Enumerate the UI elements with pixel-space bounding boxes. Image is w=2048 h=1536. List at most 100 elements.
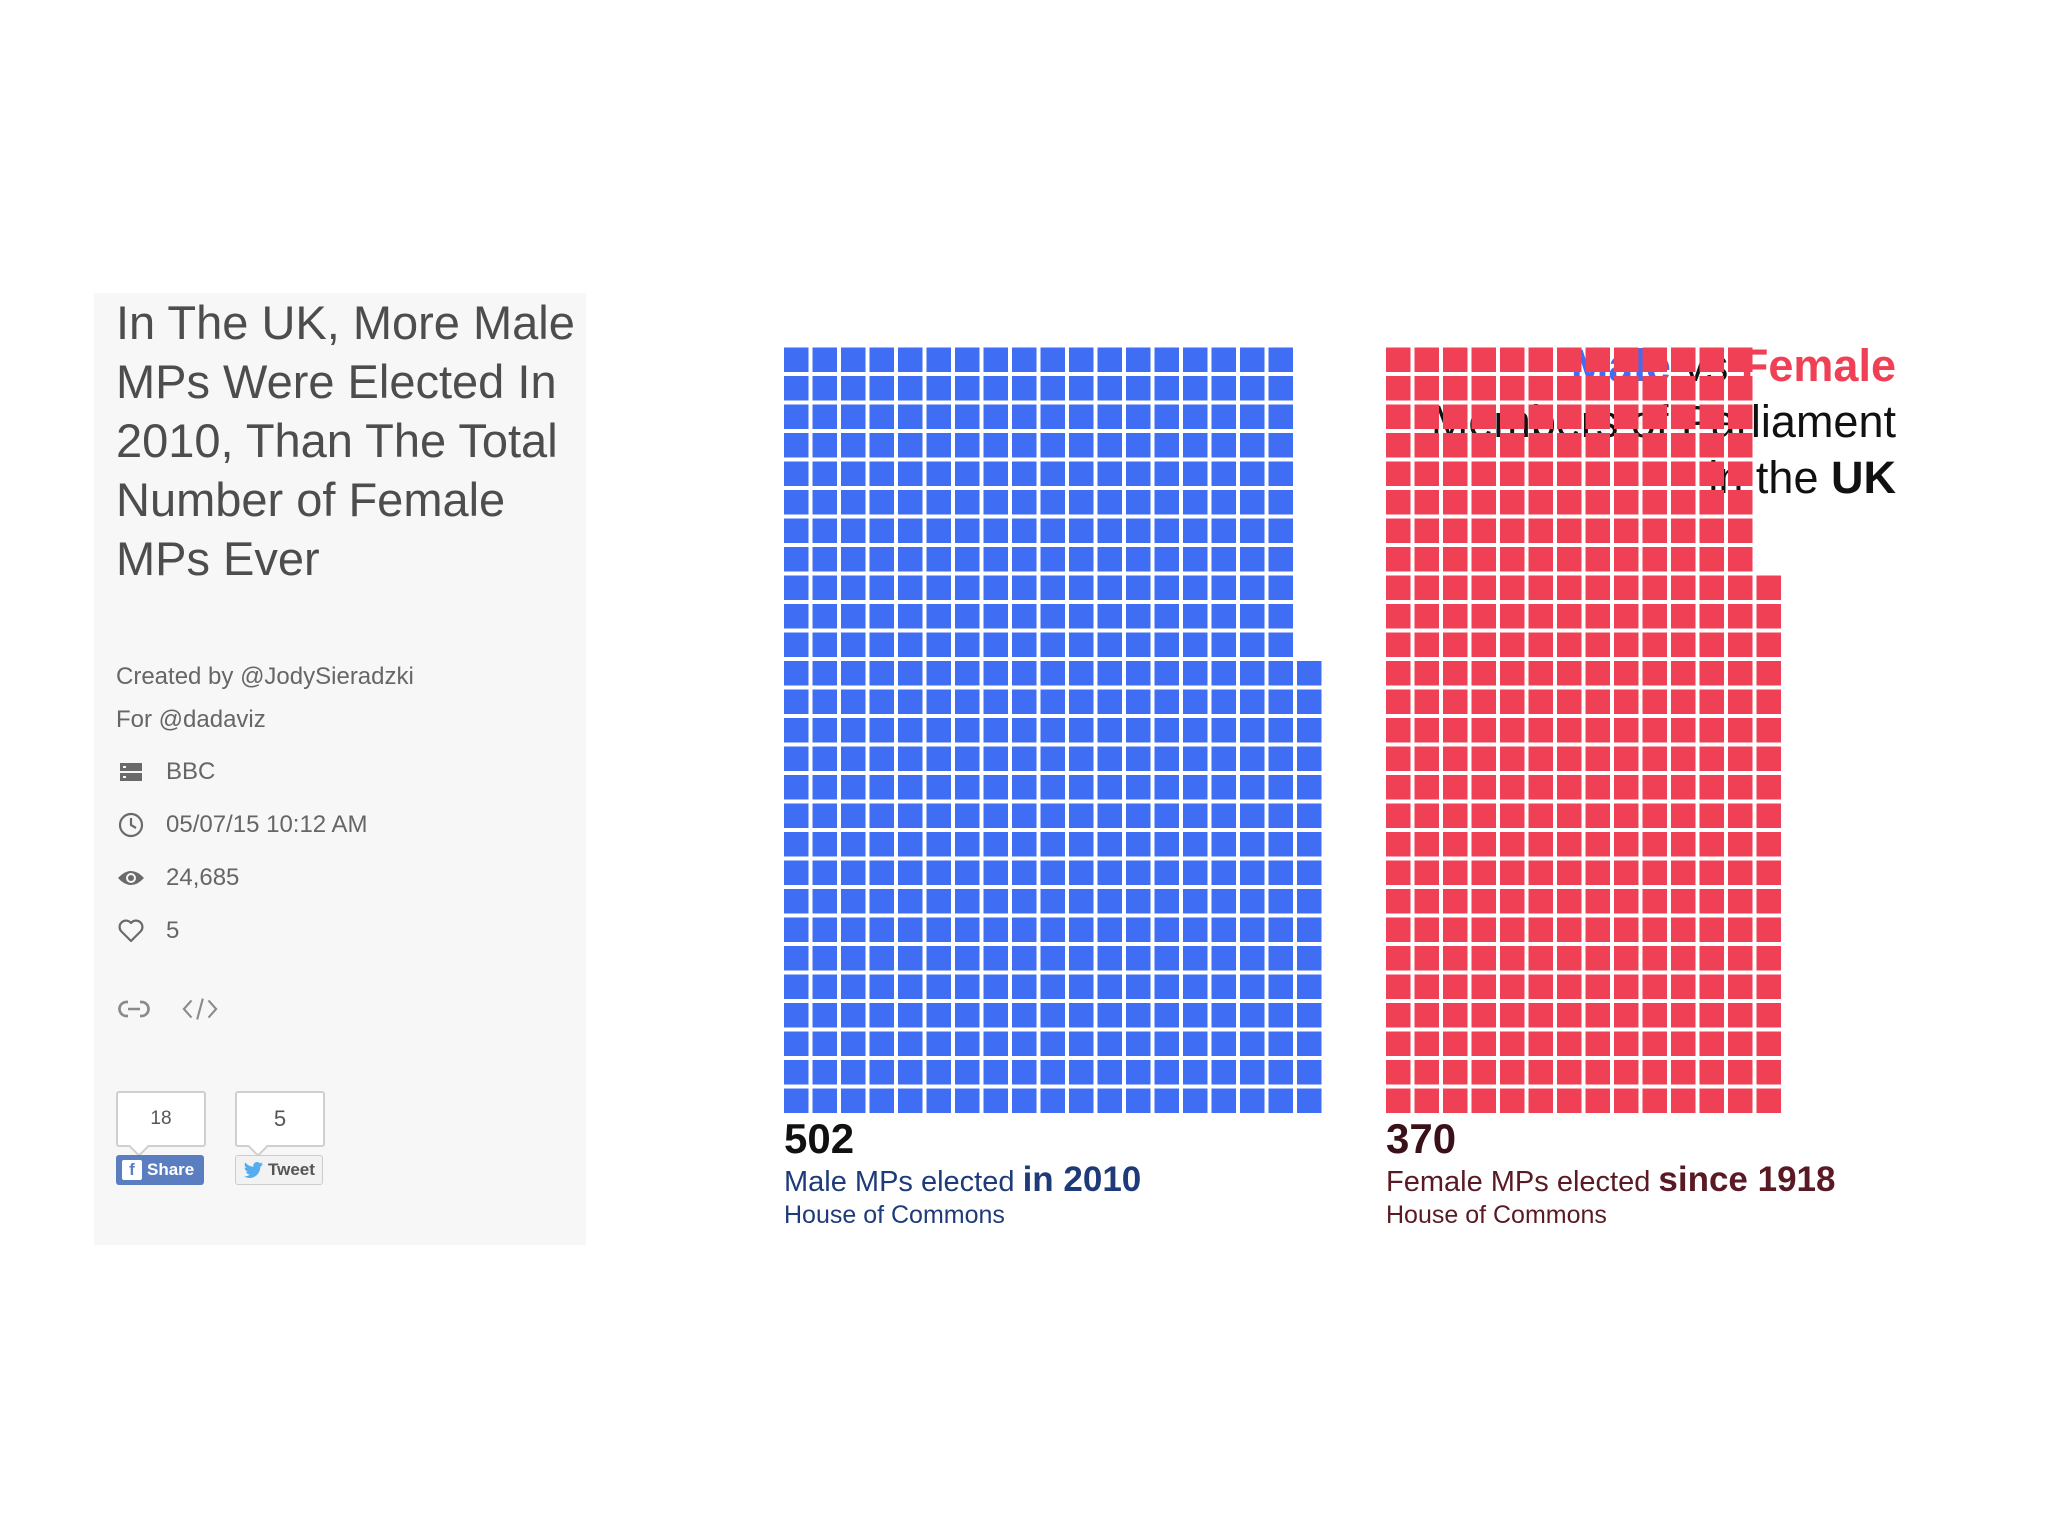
- source-row: BBC: [116, 757, 215, 787]
- facebook-share-button[interactable]: f Share: [116, 1155, 204, 1185]
- male-mp-square: [841, 575, 866, 600]
- male-mp-square: [1240, 803, 1265, 828]
- male-mp-square: [869, 518, 894, 543]
- male-mp-square: [983, 1060, 1008, 1085]
- male-mp-square: [784, 661, 809, 686]
- male-mp-square: [1240, 689, 1265, 714]
- male-waffle-grid: [784, 347, 1322, 1113]
- male-mp-square: [812, 775, 837, 800]
- male-mp-square: [1211, 1003, 1236, 1028]
- link-icon[interactable]: [116, 991, 152, 1027]
- male-mp-square: [926, 1031, 951, 1056]
- male-mp-square: [983, 1003, 1008, 1028]
- male-mp-square: [1069, 746, 1094, 771]
- female-mp-square: [1728, 1003, 1753, 1028]
- male-mp-square: [1126, 347, 1151, 372]
- male-mp-square: [1097, 917, 1122, 942]
- male-mp-square: [1240, 775, 1265, 800]
- female-mp-square: [1728, 718, 1753, 743]
- male-mp-square: [869, 1003, 894, 1028]
- female-mp-square: [1756, 746, 1781, 771]
- female-mp-square: [1614, 1060, 1639, 1085]
- code-icon[interactable]: [182, 991, 218, 1027]
- male-mp-square: [812, 689, 837, 714]
- female-mp-square: [1614, 860, 1639, 885]
- twitter-tweet-button[interactable]: Tweet: [235, 1155, 323, 1185]
- male-mp-square: [955, 718, 980, 743]
- male-mp-square: [841, 889, 866, 914]
- male-mp-square: [1211, 1060, 1236, 1085]
- male-mp-square: [1297, 832, 1322, 857]
- male-caption-bold: in 2010: [1022, 1160, 1142, 1199]
- male-mp-square: [1097, 604, 1122, 629]
- male-mp-square: [1069, 689, 1094, 714]
- male-mp-square: [955, 461, 980, 486]
- female-mp-square: [1500, 632, 1525, 657]
- male-mp-square: [1154, 1031, 1179, 1056]
- male-mp-square: [1183, 803, 1208, 828]
- female-mp-square: [1386, 1088, 1411, 1113]
- female-mp-square: [1443, 803, 1468, 828]
- female-mp-square: [1443, 632, 1468, 657]
- female-mp-square: [1528, 575, 1553, 600]
- male-mp-square: [1240, 404, 1265, 429]
- female-mp-square: [1614, 946, 1639, 971]
- female-mp-square: [1671, 661, 1696, 686]
- male-mp-square: [983, 917, 1008, 942]
- female-mp-square: [1671, 689, 1696, 714]
- male-mp-square: [1211, 974, 1236, 999]
- male-mp-square: [983, 1031, 1008, 1056]
- male-mp-square: [1069, 803, 1094, 828]
- male-mp-square: [1211, 347, 1236, 372]
- male-mp-square: [898, 689, 923, 714]
- female-mp-square: [1528, 518, 1553, 543]
- male-mp-square: [1297, 689, 1322, 714]
- male-mp-square: [1268, 376, 1293, 401]
- male-mp-square: [1040, 461, 1065, 486]
- male-mp-square: [983, 1088, 1008, 1113]
- female-mp-square: [1414, 803, 1439, 828]
- male-mp-square: [1268, 547, 1293, 572]
- male-mp-square: [1183, 1088, 1208, 1113]
- male-mp-square: [1211, 775, 1236, 800]
- male-mp-square: [955, 661, 980, 686]
- male-mp-square: [1183, 946, 1208, 971]
- female-mp-square: [1728, 1031, 1753, 1056]
- female-mp-square: [1414, 1088, 1439, 1113]
- male-mp-square: [926, 433, 951, 458]
- female-mp-square: [1557, 547, 1582, 572]
- male-mp-square: [898, 746, 923, 771]
- male-mp-square: [869, 746, 894, 771]
- male-mp-square: [1154, 974, 1179, 999]
- male-mp-square: [784, 461, 809, 486]
- female-mp-square: [1414, 689, 1439, 714]
- male-mp-square: [955, 746, 980, 771]
- male-mp-square: [898, 518, 923, 543]
- male-mp-square: [1211, 832, 1236, 857]
- male-mp-square: [1126, 718, 1151, 743]
- male-mp-square: [841, 376, 866, 401]
- female-mp-square: [1414, 775, 1439, 800]
- heart-icon[interactable]: [116, 916, 146, 946]
- male-mp-square: [983, 832, 1008, 857]
- male-mp-square: [812, 1031, 837, 1056]
- female-mp-square: [1671, 1088, 1696, 1113]
- male-mp-square: [1240, 661, 1265, 686]
- male-mp-square: [926, 376, 951, 401]
- female-mp-square: [1557, 632, 1582, 657]
- female-mp-square: [1614, 746, 1639, 771]
- male-mp-square: [1012, 376, 1037, 401]
- female-mp-square: [1386, 518, 1411, 543]
- male-mp-square: [1069, 604, 1094, 629]
- male-mp-square: [1268, 974, 1293, 999]
- male-mp-square: [1154, 376, 1179, 401]
- male-mp-square: [1097, 1088, 1122, 1113]
- female-mp-square: [1500, 803, 1525, 828]
- male-mp-square: [1012, 547, 1037, 572]
- female-mp-square: [1728, 689, 1753, 714]
- male-mp-square: [1183, 746, 1208, 771]
- male-mp-square: [812, 946, 837, 971]
- male-mp-square: [1012, 404, 1037, 429]
- male-mp-square: [812, 632, 837, 657]
- female-mp-square: [1642, 632, 1667, 657]
